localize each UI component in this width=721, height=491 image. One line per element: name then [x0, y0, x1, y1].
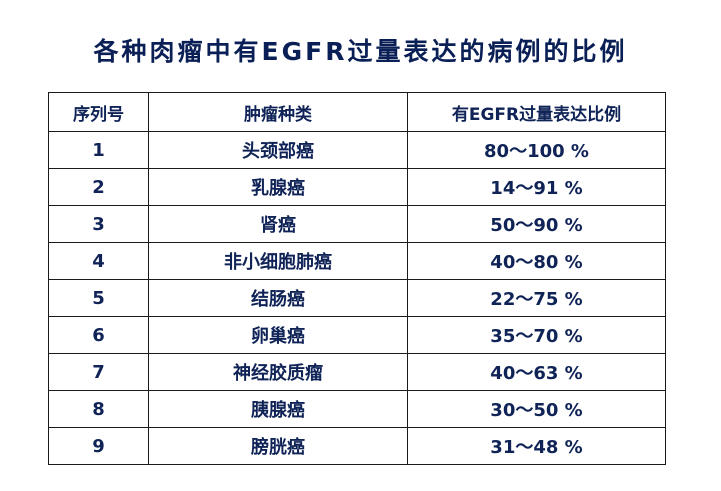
- cell-serial: 6: [48, 316, 149, 354]
- header-tumor-type: 肿瘤种类: [148, 92, 408, 132]
- cell-serial: 7: [48, 353, 149, 391]
- cell-serial: 2: [48, 168, 149, 206]
- table-row: 1 头颈部癌 80～100 %: [48, 131, 666, 169]
- table-row: 5 结肠癌 22～75 %: [48, 279, 666, 317]
- cell-ratio: 30～50 %: [407, 390, 666, 428]
- cell-serial: 8: [48, 390, 149, 428]
- table-row: 3 肾癌 50～90 %: [48, 205, 666, 243]
- cell-tumor-type: 肾癌: [148, 205, 408, 243]
- cell-serial: 3: [48, 205, 149, 243]
- table-row: 7 神经胶质瘤 40～63 %: [48, 353, 666, 391]
- table-row: 2 乳腺癌 14～91 %: [48, 168, 666, 206]
- cell-serial: 4: [48, 242, 149, 280]
- cell-ratio: 31～48 %: [407, 427, 666, 465]
- cell-tumor-type: 结肠癌: [148, 279, 408, 317]
- cell-ratio: 40～80 %: [407, 242, 666, 280]
- cell-ratio: 40～63 %: [407, 353, 666, 391]
- table-row: 6 卵巢癌 35～70 %: [48, 316, 666, 354]
- cell-serial: 5: [48, 279, 149, 317]
- cell-ratio: 14～91 %: [407, 168, 666, 206]
- cell-ratio: 35～70 %: [407, 316, 666, 354]
- cell-ratio: 80～100 %: [407, 131, 666, 169]
- table-row: 4 非小细胞肺癌 40～80 %: [48, 242, 666, 280]
- cell-ratio: 50～90 %: [407, 205, 666, 243]
- egfr-table: 序列号 肿瘤种类 有EGFR过量表达比例 1 头颈部癌 80～100 % 2 乳…: [48, 92, 666, 465]
- cell-tumor-type: 非小细胞肺癌: [148, 242, 408, 280]
- cell-tumor-type: 乳腺癌: [148, 168, 408, 206]
- cell-tumor-type: 卵巢癌: [148, 316, 408, 354]
- header-serial: 序列号: [48, 92, 149, 132]
- table-row: 8 胰腺癌 30～50 %: [48, 390, 666, 428]
- cell-serial: 1: [48, 131, 149, 169]
- cell-tumor-type: 膀胱癌: [148, 427, 408, 465]
- table-row: 9 膀胱癌 31～48 %: [48, 427, 666, 465]
- cell-tumor-type: 头颈部癌: [148, 131, 408, 169]
- cell-tumor-type: 神经胶质瘤: [148, 353, 408, 391]
- table-header-row: 序列号 肿瘤种类 有EGFR过量表达比例: [48, 92, 666, 132]
- cell-serial: 9: [48, 427, 149, 465]
- cell-tumor-type: 胰腺癌: [148, 390, 408, 428]
- header-ratio: 有EGFR过量表达比例: [407, 92, 666, 132]
- page-title: 各种肉瘤中有EGFR过量表达的病例的比例: [93, 37, 628, 66]
- cell-ratio: 22～75 %: [407, 279, 666, 317]
